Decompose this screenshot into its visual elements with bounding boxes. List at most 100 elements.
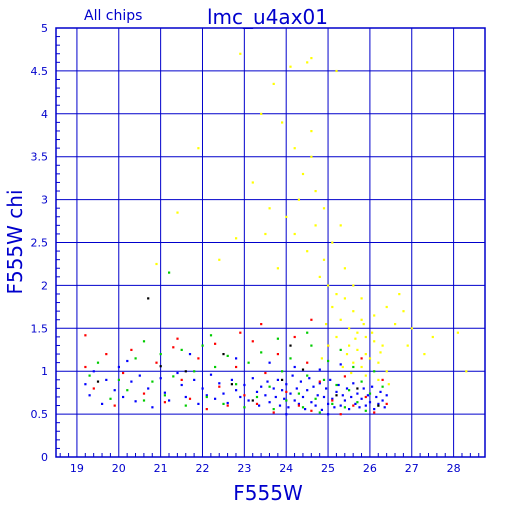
blue-data-point (247, 399, 250, 402)
black-data-point (184, 370, 187, 373)
yellow-data-point (310, 130, 313, 133)
blue-data-point (266, 380, 269, 383)
blue-data-point (184, 395, 187, 399)
black-data-point (335, 394, 338, 397)
x-tick-label: 23 (237, 462, 251, 475)
black-data-point (222, 353, 225, 356)
blue-data-point (278, 404, 282, 407)
green-data-point (142, 399, 146, 402)
yellow-data-point (356, 348, 359, 351)
green-data-point (352, 365, 355, 369)
yellow-data-point (314, 190, 317, 193)
blue-data-point (159, 377, 162, 380)
blue-data-point (379, 390, 382, 393)
y-tick-label: 0.5 (31, 408, 49, 421)
green-data-point (134, 357, 137, 360)
x-axis-label: F555W (233, 481, 303, 505)
blue-data-point (364, 404, 367, 407)
black-data-point (289, 344, 292, 347)
green-data-point (205, 395, 208, 399)
blue-data-point (209, 373, 213, 376)
yellow-data-point (320, 357, 323, 360)
yellow-data-point (352, 361, 355, 364)
blue-data-point (205, 394, 208, 397)
red-data-point (214, 342, 217, 345)
green-data-point (226, 354, 229, 357)
black-data-point (251, 399, 254, 402)
green-data-point (318, 411, 321, 414)
blue-data-point (134, 400, 137, 403)
red-data-point (318, 380, 321, 383)
blue-data-point (151, 406, 154, 409)
blue-data-point (304, 408, 307, 411)
yellow-data-point (264, 232, 267, 236)
red-data-point (272, 411, 275, 414)
x-tick-label: 21 (154, 462, 168, 475)
blue-data-point (318, 368, 321, 371)
yellow-data-point (322, 207, 326, 210)
blue-data-point (168, 399, 171, 402)
green-data-point (168, 271, 171, 274)
blue-data-point (105, 378, 108, 381)
red-data-point (188, 397, 192, 400)
blue-data-point (339, 363, 342, 366)
green-data-point (306, 374, 309, 377)
blue-data-point (356, 392, 359, 395)
green-data-point (348, 389, 351, 392)
yellow-data-point (197, 147, 200, 150)
blue-data-point (243, 383, 246, 387)
blue-data-point (113, 389, 116, 392)
red-data-point (343, 375, 346, 378)
yellow-data-point (456, 331, 459, 334)
green-data-point (356, 401, 359, 404)
green-data-point (109, 397, 112, 400)
yellow-data-point (331, 241, 334, 244)
red-data-point (285, 390, 288, 393)
black-data-point (281, 378, 284, 381)
red-data-point (255, 402, 259, 405)
yellow-data-point (335, 293, 338, 296)
yellow-data-point (398, 293, 401, 296)
red-data-point (84, 365, 87, 369)
blue-data-point (293, 365, 296, 369)
green-data-point (306, 331, 309, 334)
red-data-point (226, 404, 229, 407)
green-data-point (272, 408, 275, 411)
blue-data-point (337, 383, 340, 387)
blue-data-point (239, 395, 242, 399)
blue-data-point (214, 397, 217, 400)
yellow-data-point (406, 344, 409, 347)
red-data-point (113, 404, 116, 407)
chart-subtitle: All chips (84, 8, 142, 24)
red-data-point (310, 318, 313, 321)
black-data-point (377, 404, 380, 407)
grid (56, 28, 485, 457)
blue-data-point (293, 399, 296, 402)
blue-data-point (92, 370, 95, 373)
yellow-data-point (306, 250, 309, 253)
blue-data-point (235, 357, 238, 360)
blue-data-point (318, 382, 321, 385)
yellow-data-point (276, 267, 279, 270)
blue-data-point (289, 392, 292, 395)
green-data-point (201, 344, 204, 347)
blue-data-point (331, 397, 334, 400)
blue-data-point (285, 413, 288, 416)
blue-data-point (218, 382, 221, 385)
yellow-data-point (335, 69, 338, 73)
red-data-point (243, 394, 246, 397)
red-data-point (385, 402, 388, 405)
blue-data-point (101, 402, 104, 405)
blue-data-point (333, 406, 336, 409)
yellow-data-point (285, 215, 288, 218)
green-data-point (243, 406, 246, 409)
yellow-data-point (373, 314, 376, 317)
yellow-data-point (310, 57, 313, 60)
green-data-point (322, 378, 326, 381)
yellow-data-point (364, 335, 367, 339)
blue-data-point (176, 371, 179, 375)
yellow-data-point (356, 331, 359, 334)
y-tick-label: 0 (41, 451, 48, 464)
green-data-point (343, 406, 346, 409)
blue-data-point (375, 395, 378, 399)
